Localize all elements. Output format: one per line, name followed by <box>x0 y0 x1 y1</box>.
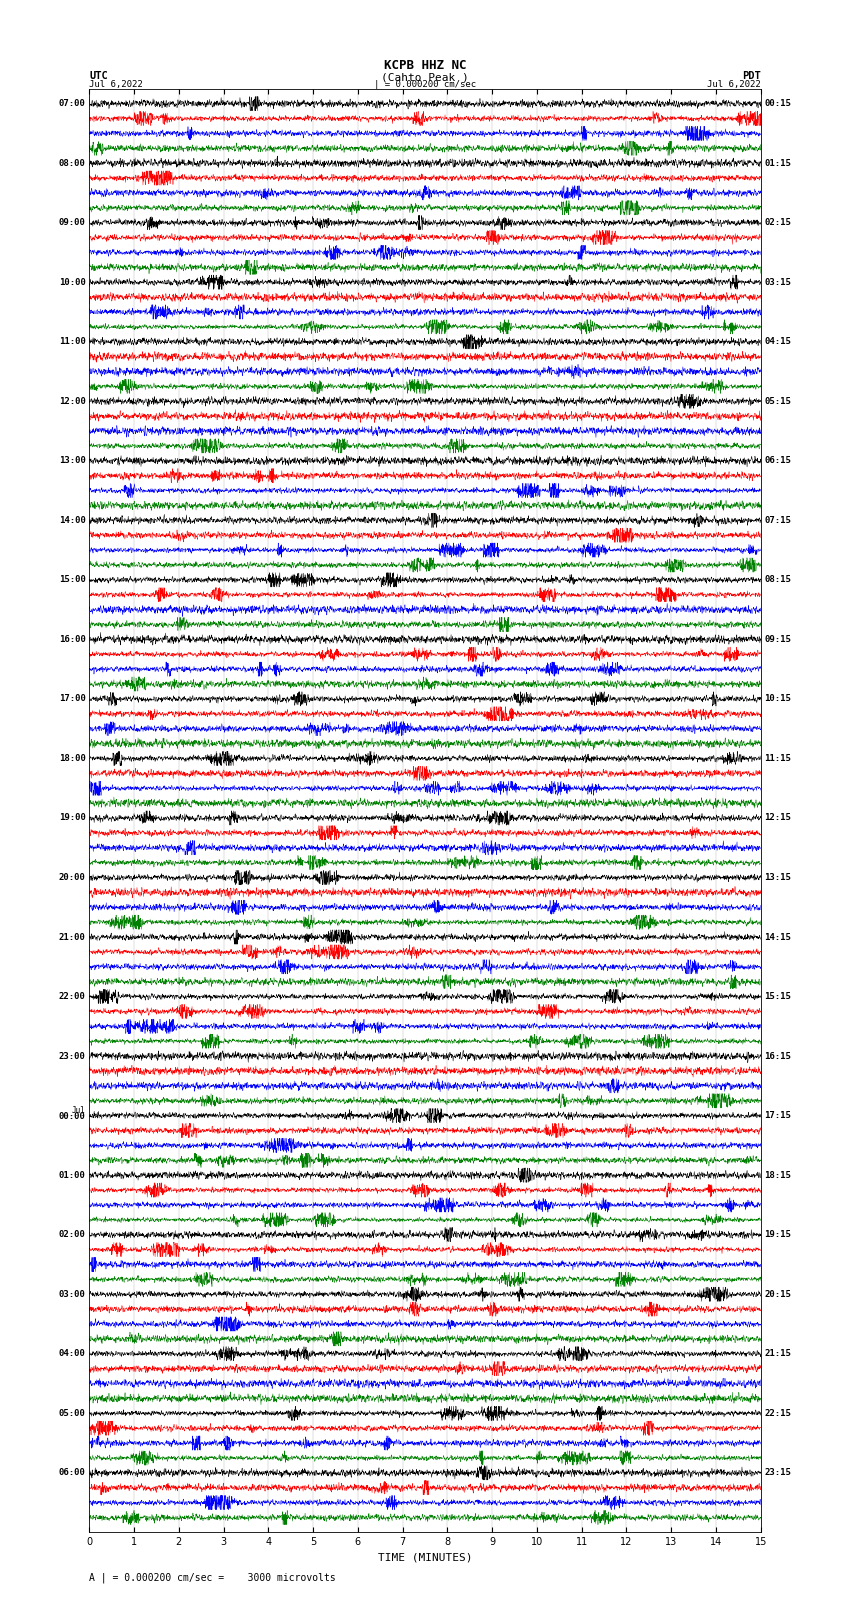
Text: 09:15: 09:15 <box>764 636 791 644</box>
Text: 18:00: 18:00 <box>59 753 86 763</box>
X-axis label: TIME (MINUTES): TIME (MINUTES) <box>377 1552 473 1561</box>
Text: 10:00: 10:00 <box>59 277 86 287</box>
Text: 08:00: 08:00 <box>59 158 86 168</box>
Text: 18:15: 18:15 <box>764 1171 791 1179</box>
Text: 13:00: 13:00 <box>59 456 86 465</box>
Text: 14:00: 14:00 <box>59 516 86 524</box>
Text: 17:15: 17:15 <box>764 1111 791 1119</box>
Text: 04:15: 04:15 <box>764 337 791 347</box>
Text: 12:00: 12:00 <box>59 397 86 406</box>
Text: 20:15: 20:15 <box>764 1290 791 1298</box>
Text: 12:15: 12:15 <box>764 813 791 823</box>
Text: Jul: Jul <box>72 1107 86 1115</box>
Text: 17:00: 17:00 <box>59 695 86 703</box>
Text: KCPB HHZ NC: KCPB HHZ NC <box>383 60 467 73</box>
Text: PDT: PDT <box>742 71 761 81</box>
Text: A | = 0.000200 cm/sec =    3000 microvolts: A | = 0.000200 cm/sec = 3000 microvolts <box>89 1573 336 1584</box>
Text: 21:15: 21:15 <box>764 1348 791 1358</box>
Text: 02:00: 02:00 <box>59 1231 86 1239</box>
Text: 22:00: 22:00 <box>59 992 86 1002</box>
Text: 14:15: 14:15 <box>764 932 791 942</box>
Text: 10:15: 10:15 <box>764 695 791 703</box>
Text: 19:15: 19:15 <box>764 1231 791 1239</box>
Text: 04:00: 04:00 <box>59 1348 86 1358</box>
Text: 15:15: 15:15 <box>764 992 791 1002</box>
Text: | = 0.000200 cm/sec: | = 0.000200 cm/sec <box>374 79 476 89</box>
Text: 16:00: 16:00 <box>59 636 86 644</box>
Text: 16:15: 16:15 <box>764 1052 791 1061</box>
Text: 03:15: 03:15 <box>764 277 791 287</box>
Text: 02:15: 02:15 <box>764 218 791 227</box>
Text: (Cahto Peak ): (Cahto Peak ) <box>381 73 469 82</box>
Text: 22:15: 22:15 <box>764 1408 791 1418</box>
Text: 01:00: 01:00 <box>59 1171 86 1179</box>
Text: 13:15: 13:15 <box>764 873 791 882</box>
Text: 08:15: 08:15 <box>764 576 791 584</box>
Text: 23:15: 23:15 <box>764 1468 791 1478</box>
Text: 01:15: 01:15 <box>764 158 791 168</box>
Text: 23:00: 23:00 <box>59 1052 86 1061</box>
Text: 11:00: 11:00 <box>59 337 86 347</box>
Text: UTC: UTC <box>89 71 108 81</box>
Text: 00:00: 00:00 <box>59 1111 86 1121</box>
Text: 07:00: 07:00 <box>59 98 86 108</box>
Text: Jul 6,2022: Jul 6,2022 <box>707 79 761 89</box>
Text: 06:15: 06:15 <box>764 456 791 465</box>
Text: 06:00: 06:00 <box>59 1468 86 1478</box>
Text: 05:00: 05:00 <box>59 1408 86 1418</box>
Text: 11:15: 11:15 <box>764 753 791 763</box>
Text: 05:15: 05:15 <box>764 397 791 406</box>
Text: 07:15: 07:15 <box>764 516 791 524</box>
Text: 15:00: 15:00 <box>59 576 86 584</box>
Text: 19:00: 19:00 <box>59 813 86 823</box>
Text: 00:15: 00:15 <box>764 98 791 108</box>
Text: Jul 6,2022: Jul 6,2022 <box>89 79 143 89</box>
Text: 20:00: 20:00 <box>59 873 86 882</box>
Text: 03:00: 03:00 <box>59 1290 86 1298</box>
Text: 09:00: 09:00 <box>59 218 86 227</box>
Text: 21:00: 21:00 <box>59 932 86 942</box>
